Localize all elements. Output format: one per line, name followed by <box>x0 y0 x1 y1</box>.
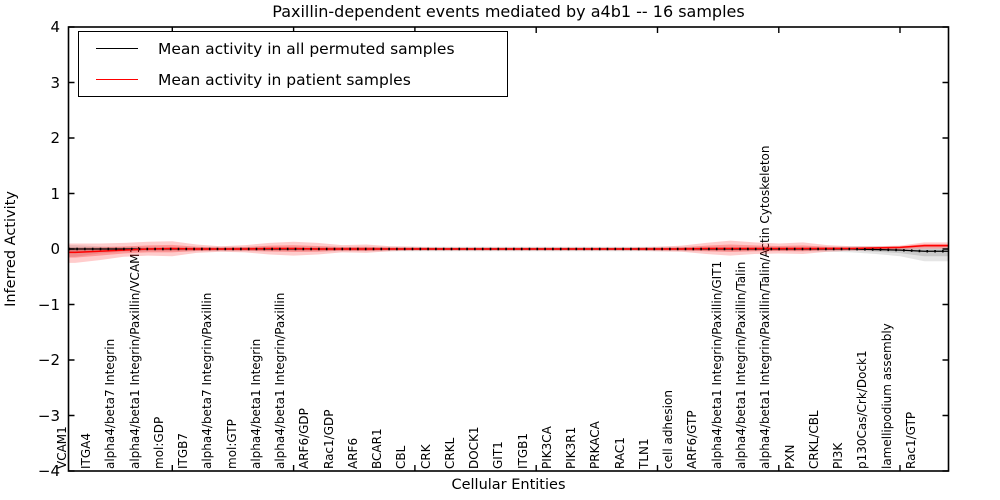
permuted-mean-line <box>68 248 949 252</box>
x-tick-label: VCAM1 <box>54 426 69 469</box>
patient-band-inner <box>68 244 949 258</box>
permuted-band-inner <box>68 247 949 257</box>
y-tick-label: 3 <box>50 73 60 92</box>
patient-mean-line <box>68 244 949 254</box>
x-tick-label: ITGB1 <box>515 432 530 469</box>
x-tick-label: BCAR1 <box>370 428 385 469</box>
x-tick-label: alpha4/beta7 Integrin/Paxillin <box>200 292 215 469</box>
patient-line-swatch <box>96 79 138 80</box>
legend-label-permuted: Mean activity in all permuted samples <box>158 39 455 58</box>
x-tick-label: DOCK1 <box>467 426 482 469</box>
x-tick-label: PRKACA <box>588 421 603 469</box>
patient-band <box>68 240 949 263</box>
chart-title: Paxillin-dependent events mediated by a4… <box>272 2 745 21</box>
legend: Mean activity in all permuted samples Me… <box>78 31 508 97</box>
y-axis-label: Inferred Activity <box>3 191 19 307</box>
x-tick-label: CRK <box>418 444 433 469</box>
permuted-line-swatch <box>96 48 138 49</box>
y-tick-label: −4 <box>37 462 60 480</box>
x-tick-label: CRKL/CBL <box>806 410 821 469</box>
x-tick-label: ARF6/GTP <box>685 410 700 469</box>
x-tick-label: PI3K <box>831 442 846 469</box>
x-tick-label: p130Cas/Crk/Dock1 <box>855 350 870 469</box>
x-tick-label: CRKL <box>442 437 457 469</box>
x-tick-label: cell adhesion <box>661 390 676 469</box>
x-tick-label: CBL <box>394 445 409 469</box>
x-tick-label: RAC1 <box>612 437 627 469</box>
y-tick-label: 2 <box>50 129 60 147</box>
permuted-band <box>68 245 949 262</box>
x-tick-label: Rac1/GTP <box>903 411 918 469</box>
x-tick-label: alpha4/beta1 Integrin/Paxillin/VCAM1 <box>127 245 142 469</box>
y-tick-label: 4 <box>50 18 60 36</box>
x-tick-label: alpha4/beta1 Integrin/Paxillin/Talin/Act… <box>758 145 773 469</box>
x-tick-label: TLN1 <box>636 438 651 469</box>
y-tick-label: −1 <box>37 295 60 314</box>
x-tick-label: alpha4/beta1 Integrin/Paxillin/Talin <box>733 261 748 469</box>
x-axis-label: Cellular Entities <box>451 477 566 493</box>
x-tick-label: mol:GDP <box>151 416 166 469</box>
y-tick-label: 1 <box>50 184 60 203</box>
y-tick-label: −3 <box>37 406 60 425</box>
x-tick-label: PXN <box>782 444 797 469</box>
permuted-mean-markers <box>68 247 949 253</box>
x-tick-label: ITGB7 <box>176 432 191 469</box>
x-tick-label: mol:GTP <box>224 419 239 469</box>
legend-item-permuted: Mean activity in all permuted samples <box>79 33 507 64</box>
x-tick-label: PIK3CA <box>539 426 554 469</box>
x-tick-label: alpha4/beta1 Integrin <box>248 338 263 469</box>
legend-item-patient: Mean activity in patient samples <box>79 64 507 95</box>
x-tick-label: PIK3R1 <box>564 426 579 469</box>
y-tick-label: −2 <box>37 351 60 369</box>
x-tick-label: ARF6 <box>345 437 360 469</box>
legend-label-patient: Mean activity in patient samples <box>158 70 411 89</box>
x-tick-label: ITGA4 <box>79 432 94 469</box>
x-tick-label: GIT1 <box>491 441 506 469</box>
x-tick-label: lamellipodium assembly <box>879 323 894 469</box>
y-tick-label: 0 <box>50 240 60 258</box>
x-tick-label: alpha4/beta7 Integrin <box>103 338 118 469</box>
x-tick-label: Rac1/GDP <box>321 409 336 469</box>
x-tick-label: alpha4/beta1 Integrin/Paxillin/GIT1 <box>709 260 724 469</box>
x-tick-label: alpha4/beta1 Integrin/Paxillin <box>273 292 288 469</box>
x-tick-label: ARF6/GDP <box>297 408 312 469</box>
